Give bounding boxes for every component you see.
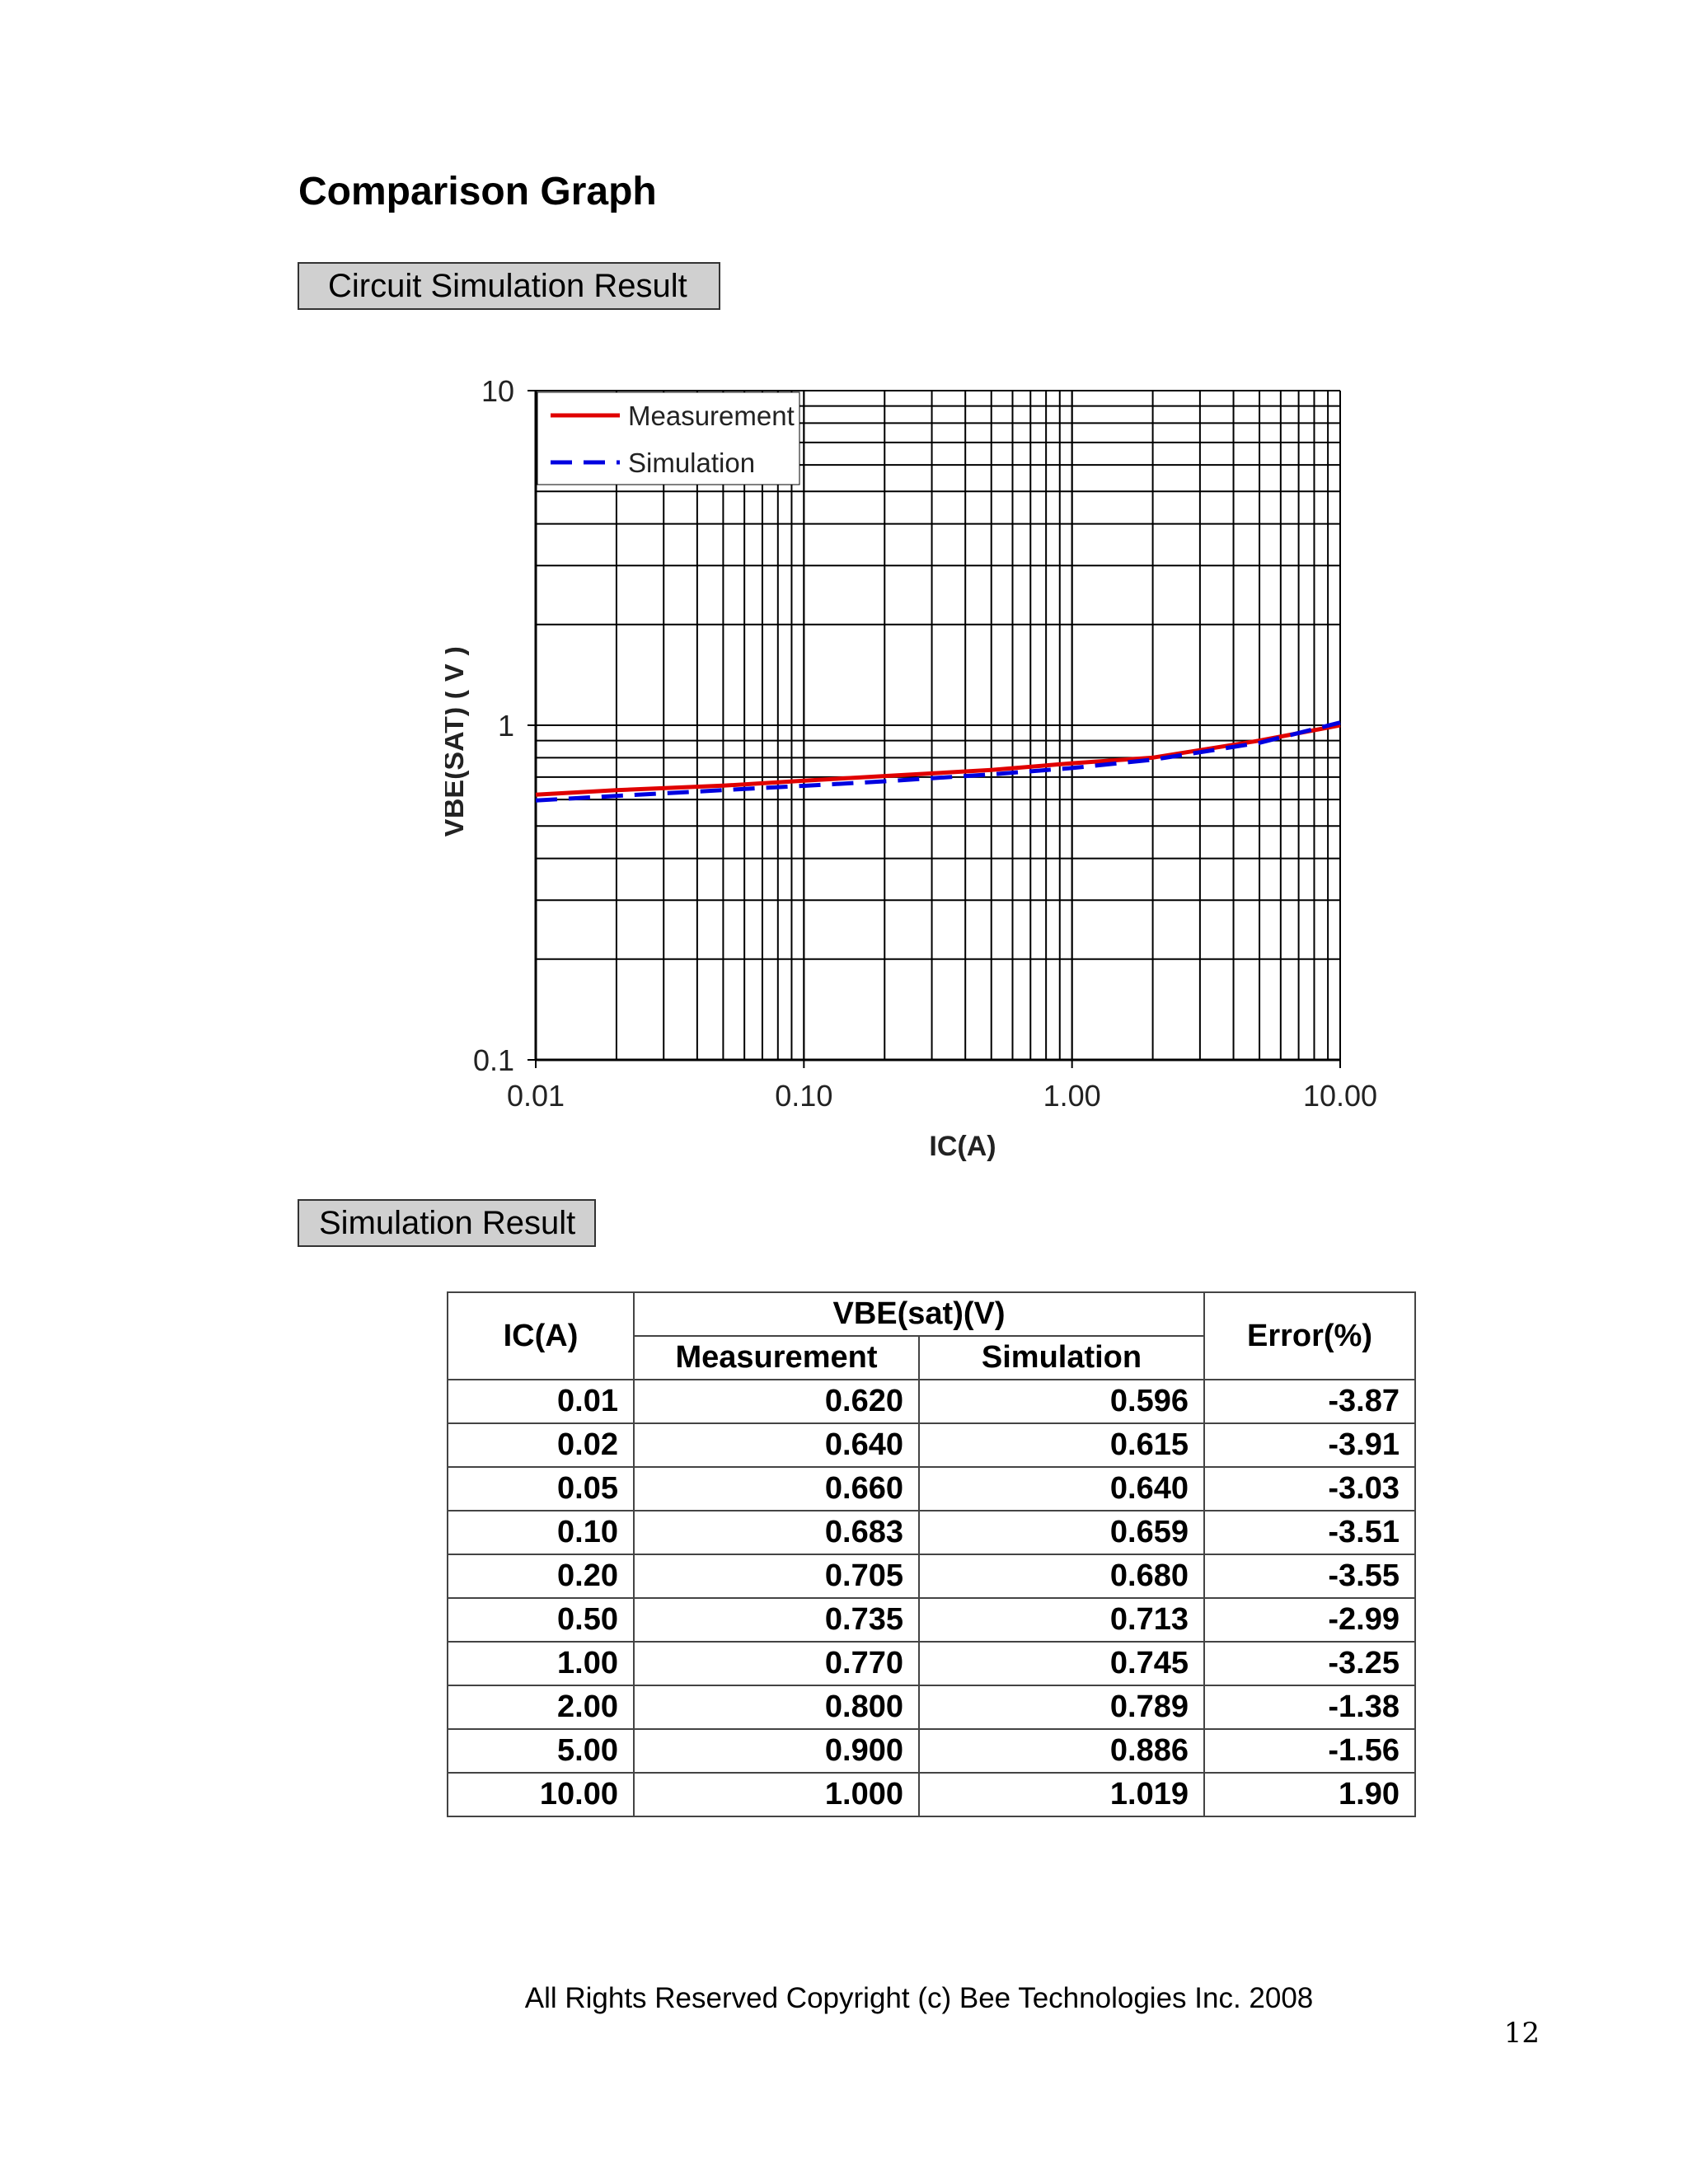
cell-error: -1.38: [1203, 1685, 1416, 1730]
cell-simulation: 0.745: [918, 1641, 1205, 1686]
series-line-simulation: [535, 720, 1341, 803]
header-ic: IC(A): [447, 1291, 635, 1380]
page-title: Comparison Graph: [298, 170, 657, 213]
x-axis-title: IC(A): [929, 1131, 996, 1162]
cell-simulation: 0.713: [918, 1597, 1205, 1643]
cell-ic: 0.50: [447, 1597, 635, 1643]
chart-legend: Measurement Simulation: [537, 391, 800, 485]
table-row: 0.02 0.640 0.615 -3.91: [447, 1422, 1416, 1468]
table-row: 2.00 0.800 0.789 -1.38: [447, 1685, 1416, 1730]
cell-simulation: 0.789: [918, 1685, 1205, 1730]
cell-error: -1.56: [1203, 1728, 1416, 1774]
legend-box: [537, 391, 800, 485]
cell-measurement: 0.735: [633, 1597, 920, 1643]
cell-simulation: 0.640: [918, 1466, 1205, 1511]
table-row: 0.01 0.620 0.596 -3.87: [447, 1379, 1416, 1424]
y-axis-title: VBE(SAT) ( V ): [445, 646, 470, 837]
page-number: 12: [1503, 2017, 1540, 2050]
cell-measurement: 0.683: [633, 1510, 920, 1555]
copyright-text: All Rights Reserved Copyright (c) Bee Te…: [524, 1982, 1314, 2014]
results-table: IC(A) VBE(sat)(V) Error(%) Measurement S…: [447, 1291, 1416, 1817]
cell-measurement: 1.000: [633, 1772, 920, 1817]
vbe-sat-chart: 0.01 0.10 1.00 10.00 0.1 1 10 IC(A) VBE(SAT) ( V…: [445, 374, 1377, 1162]
cell-ic: 5.00: [447, 1728, 635, 1774]
cell-error: -3.55: [1203, 1554, 1416, 1599]
cell-measurement: 0.640: [633, 1422, 920, 1468]
chart-series: [535, 720, 1341, 803]
cell-measurement: 0.705: [633, 1554, 920, 1599]
table-row: 1.00 0.770 0.745 -3.25: [447, 1641, 1416, 1686]
cell-measurement: 0.620: [633, 1379, 920, 1424]
cell-ic: 0.02: [447, 1422, 635, 1468]
simulation-result-label: Simulation Result: [298, 1199, 596, 1247]
cell-measurement: 0.800: [633, 1685, 920, 1730]
cell-error: 1.90: [1203, 1772, 1416, 1817]
cell-measurement: 0.900: [633, 1728, 920, 1774]
table-row: 0.10 0.683 0.659 -3.51: [447, 1510, 1416, 1555]
cell-ic: 10.00: [447, 1772, 635, 1817]
cell-simulation: 0.596: [918, 1379, 1205, 1424]
y-tick-label: 0.1: [473, 1043, 514, 1077]
table-row: 0.05 0.660 0.640 -3.03: [447, 1466, 1416, 1511]
cell-simulation: 0.886: [918, 1728, 1205, 1774]
header-simulation: Simulation: [918, 1335, 1205, 1380]
chart-axes: 0.01 0.10 1.00 10.00 0.1 1 10 IC(A) VBE(SAT) ( V…: [445, 374, 1377, 1162]
cell-ic: 0.10: [447, 1510, 635, 1555]
header-measurement: Measurement: [633, 1335, 920, 1380]
y-tick-label: 10: [481, 374, 514, 408]
cell-measurement: 0.770: [633, 1641, 920, 1686]
x-tick-label: 0.01: [507, 1079, 565, 1113]
y-tick-label: 1: [498, 709, 514, 743]
table-row: 5.00 0.900 0.886 -1.56: [447, 1728, 1416, 1774]
x-tick-label: 1.00: [1043, 1079, 1101, 1113]
cell-simulation: 0.680: [918, 1554, 1205, 1599]
cell-error: -3.03: [1203, 1466, 1416, 1511]
cell-error: -3.51: [1203, 1510, 1416, 1555]
table-row: 0.20 0.705 0.680 -3.55: [447, 1554, 1416, 1599]
chart-grid: [535, 390, 1341, 1061]
header-vbe: VBE(sat)(V): [633, 1291, 1205, 1337]
cell-ic: 0.20: [447, 1554, 635, 1599]
cell-simulation: 0.615: [918, 1422, 1205, 1468]
x-tick-label: 10.00: [1303, 1079, 1377, 1113]
cell-error: -2.99: [1203, 1597, 1416, 1643]
cell-ic: 2.00: [447, 1685, 635, 1730]
x-tick-label: 0.10: [775, 1079, 832, 1113]
cell-error: -3.25: [1203, 1641, 1416, 1686]
series-line-measurement: [535, 723, 1341, 797]
legend-label: Measurement: [628, 401, 795, 431]
cell-ic: 0.05: [447, 1466, 635, 1511]
cell-ic: 1.00: [447, 1641, 635, 1686]
cell-simulation: 1.019: [918, 1772, 1205, 1817]
legend-label: Simulation: [628, 448, 755, 478]
cell-ic: 0.01: [447, 1379, 635, 1424]
header-error: Error(%): [1203, 1291, 1416, 1380]
cell-error: -3.87: [1203, 1379, 1416, 1424]
cell-error: -3.91: [1203, 1422, 1416, 1468]
circuit-simulation-label: Circuit Simulation Result: [298, 262, 720, 310]
cell-measurement: 0.660: [633, 1466, 920, 1511]
cell-simulation: 0.659: [918, 1510, 1205, 1555]
table-row: 0.50 0.735 0.713 -2.99: [447, 1597, 1416, 1643]
table-row: 10.00 1.000 1.019 1.90: [447, 1772, 1416, 1817]
